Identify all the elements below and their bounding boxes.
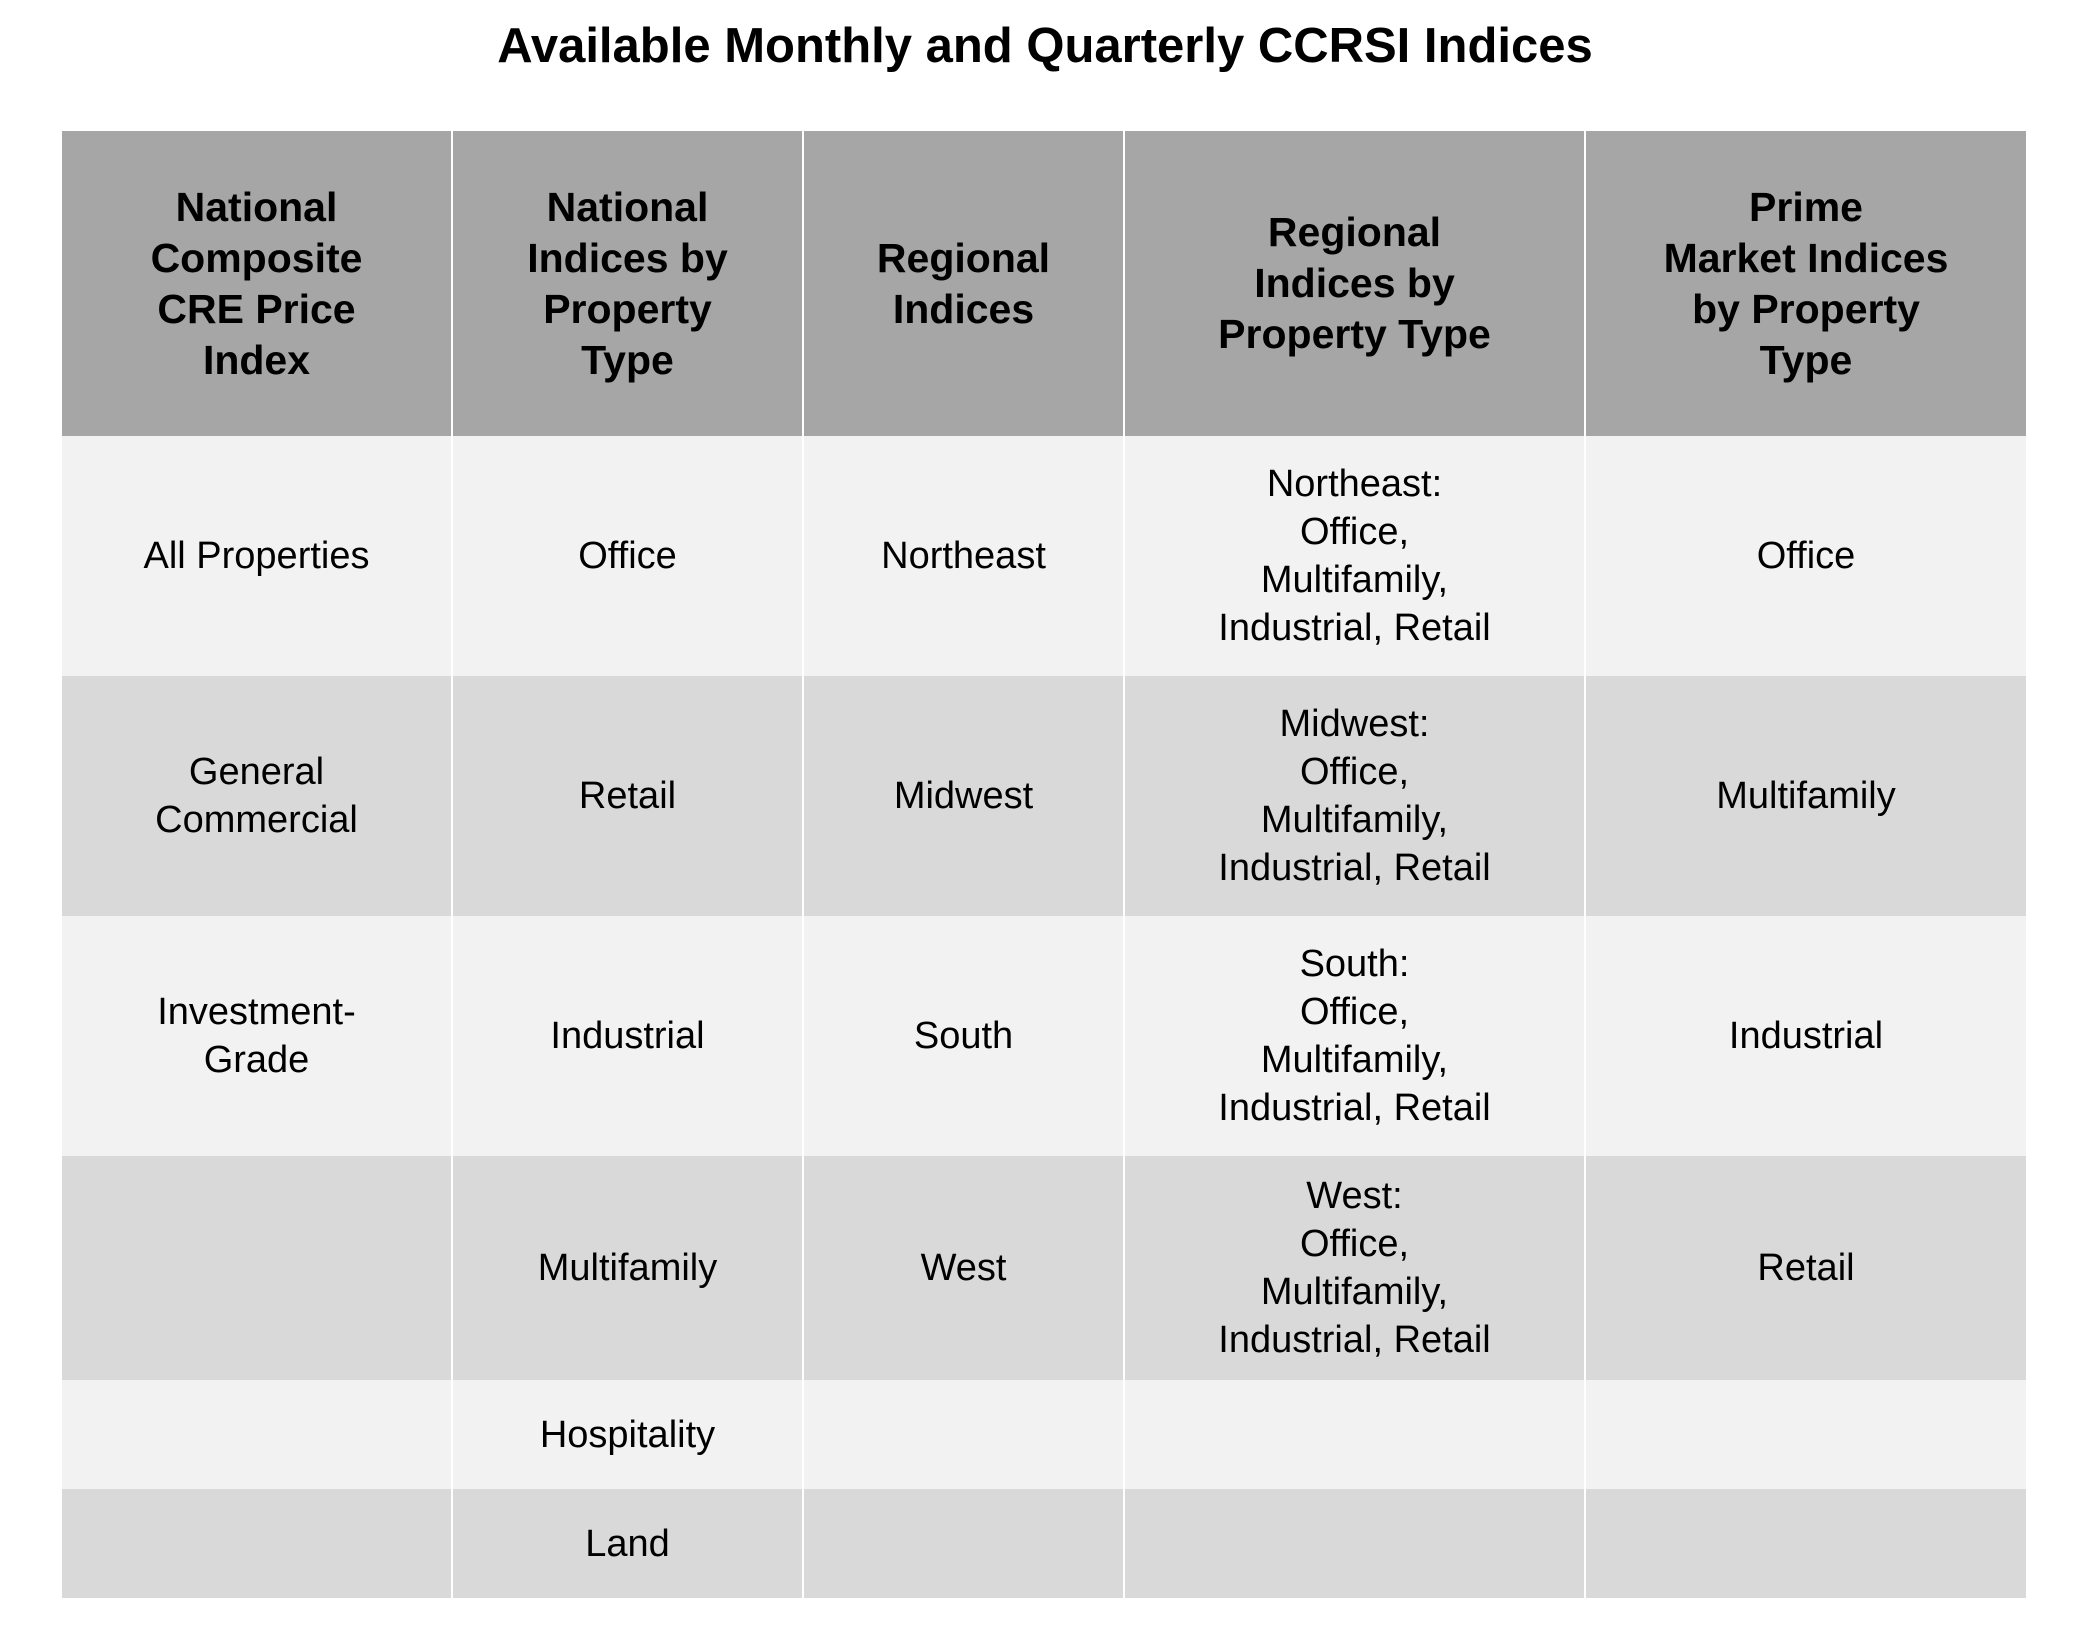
ccrsi-indices-table: National Composite CRE Price Index Natio… <box>62 131 2026 1598</box>
table-cell: Multifamily <box>451 1156 804 1380</box>
table-cell: Northeast: Office, Multifamily, Industri… <box>1123 436 1586 676</box>
table-cell: Retail <box>1584 1156 2026 1380</box>
table-cell: Midwest: Office, Multifamily, Industrial… <box>1123 676 1586 916</box>
table-row: All Properties Office Northeast Northeas… <box>62 436 2026 676</box>
table-cell: Retail <box>451 676 804 916</box>
header-regional-indices: Regional Indices <box>802 131 1125 436</box>
table-cell: South: Office, Multifamily, Industrial, … <box>1123 916 1586 1156</box>
table-row: Investment- Grade Industrial South South… <box>62 916 2026 1156</box>
table-cell <box>802 1489 1125 1598</box>
table-cell: Northeast <box>802 436 1125 676</box>
table-cell <box>62 1489 453 1598</box>
table-cell: Multifamily <box>1584 676 2026 916</box>
header-prime-market-by-property-type: Prime Market Indices by Property Type <box>1584 131 2026 436</box>
table-row: Land <box>62 1489 2026 1598</box>
table-cell: West <box>802 1156 1125 1380</box>
table-cell <box>62 1156 453 1380</box>
table-cell <box>802 1380 1125 1489</box>
table-cell <box>1584 1380 2026 1489</box>
table-cell: Midwest <box>802 676 1125 916</box>
table-cell: All Properties <box>62 436 453 676</box>
table-row: Multifamily West West: Office, Multifami… <box>62 1156 2026 1380</box>
table-cell <box>1123 1380 1586 1489</box>
table-cell: General Commercial <box>62 676 453 916</box>
table-row: Hospitality <box>62 1380 2026 1489</box>
header-national-composite: National Composite CRE Price Index <box>62 131 453 436</box>
table-cell <box>62 1380 453 1489</box>
header-row: National Composite CRE Price Index Natio… <box>62 131 2026 436</box>
page-title: Available Monthly and Quarterly CCRSI In… <box>497 19 1593 73</box>
table-cell: West: Office, Multifamily, Industrial, R… <box>1123 1156 1586 1380</box>
table-cell: Industrial <box>451 916 804 1156</box>
table-cell <box>1123 1489 1586 1598</box>
table-row: General Commercial Retail Midwest Midwes… <box>62 676 2026 916</box>
table-cell: Office <box>451 436 804 676</box>
table-cell: Land <box>451 1489 804 1598</box>
table-cell: South <box>802 916 1125 1156</box>
table-cell <box>1584 1489 2026 1598</box>
header-national-by-property-type: National Indices by Property Type <box>451 131 804 436</box>
table-cell: Office <box>1584 436 2026 676</box>
table-cell: Investment- Grade <box>62 916 453 1156</box>
header-regional-by-property-type: Regional Indices by Property Type <box>1123 131 1586 436</box>
table-cell: Hospitality <box>451 1380 804 1489</box>
table-cell: Industrial <box>1584 916 2026 1156</box>
